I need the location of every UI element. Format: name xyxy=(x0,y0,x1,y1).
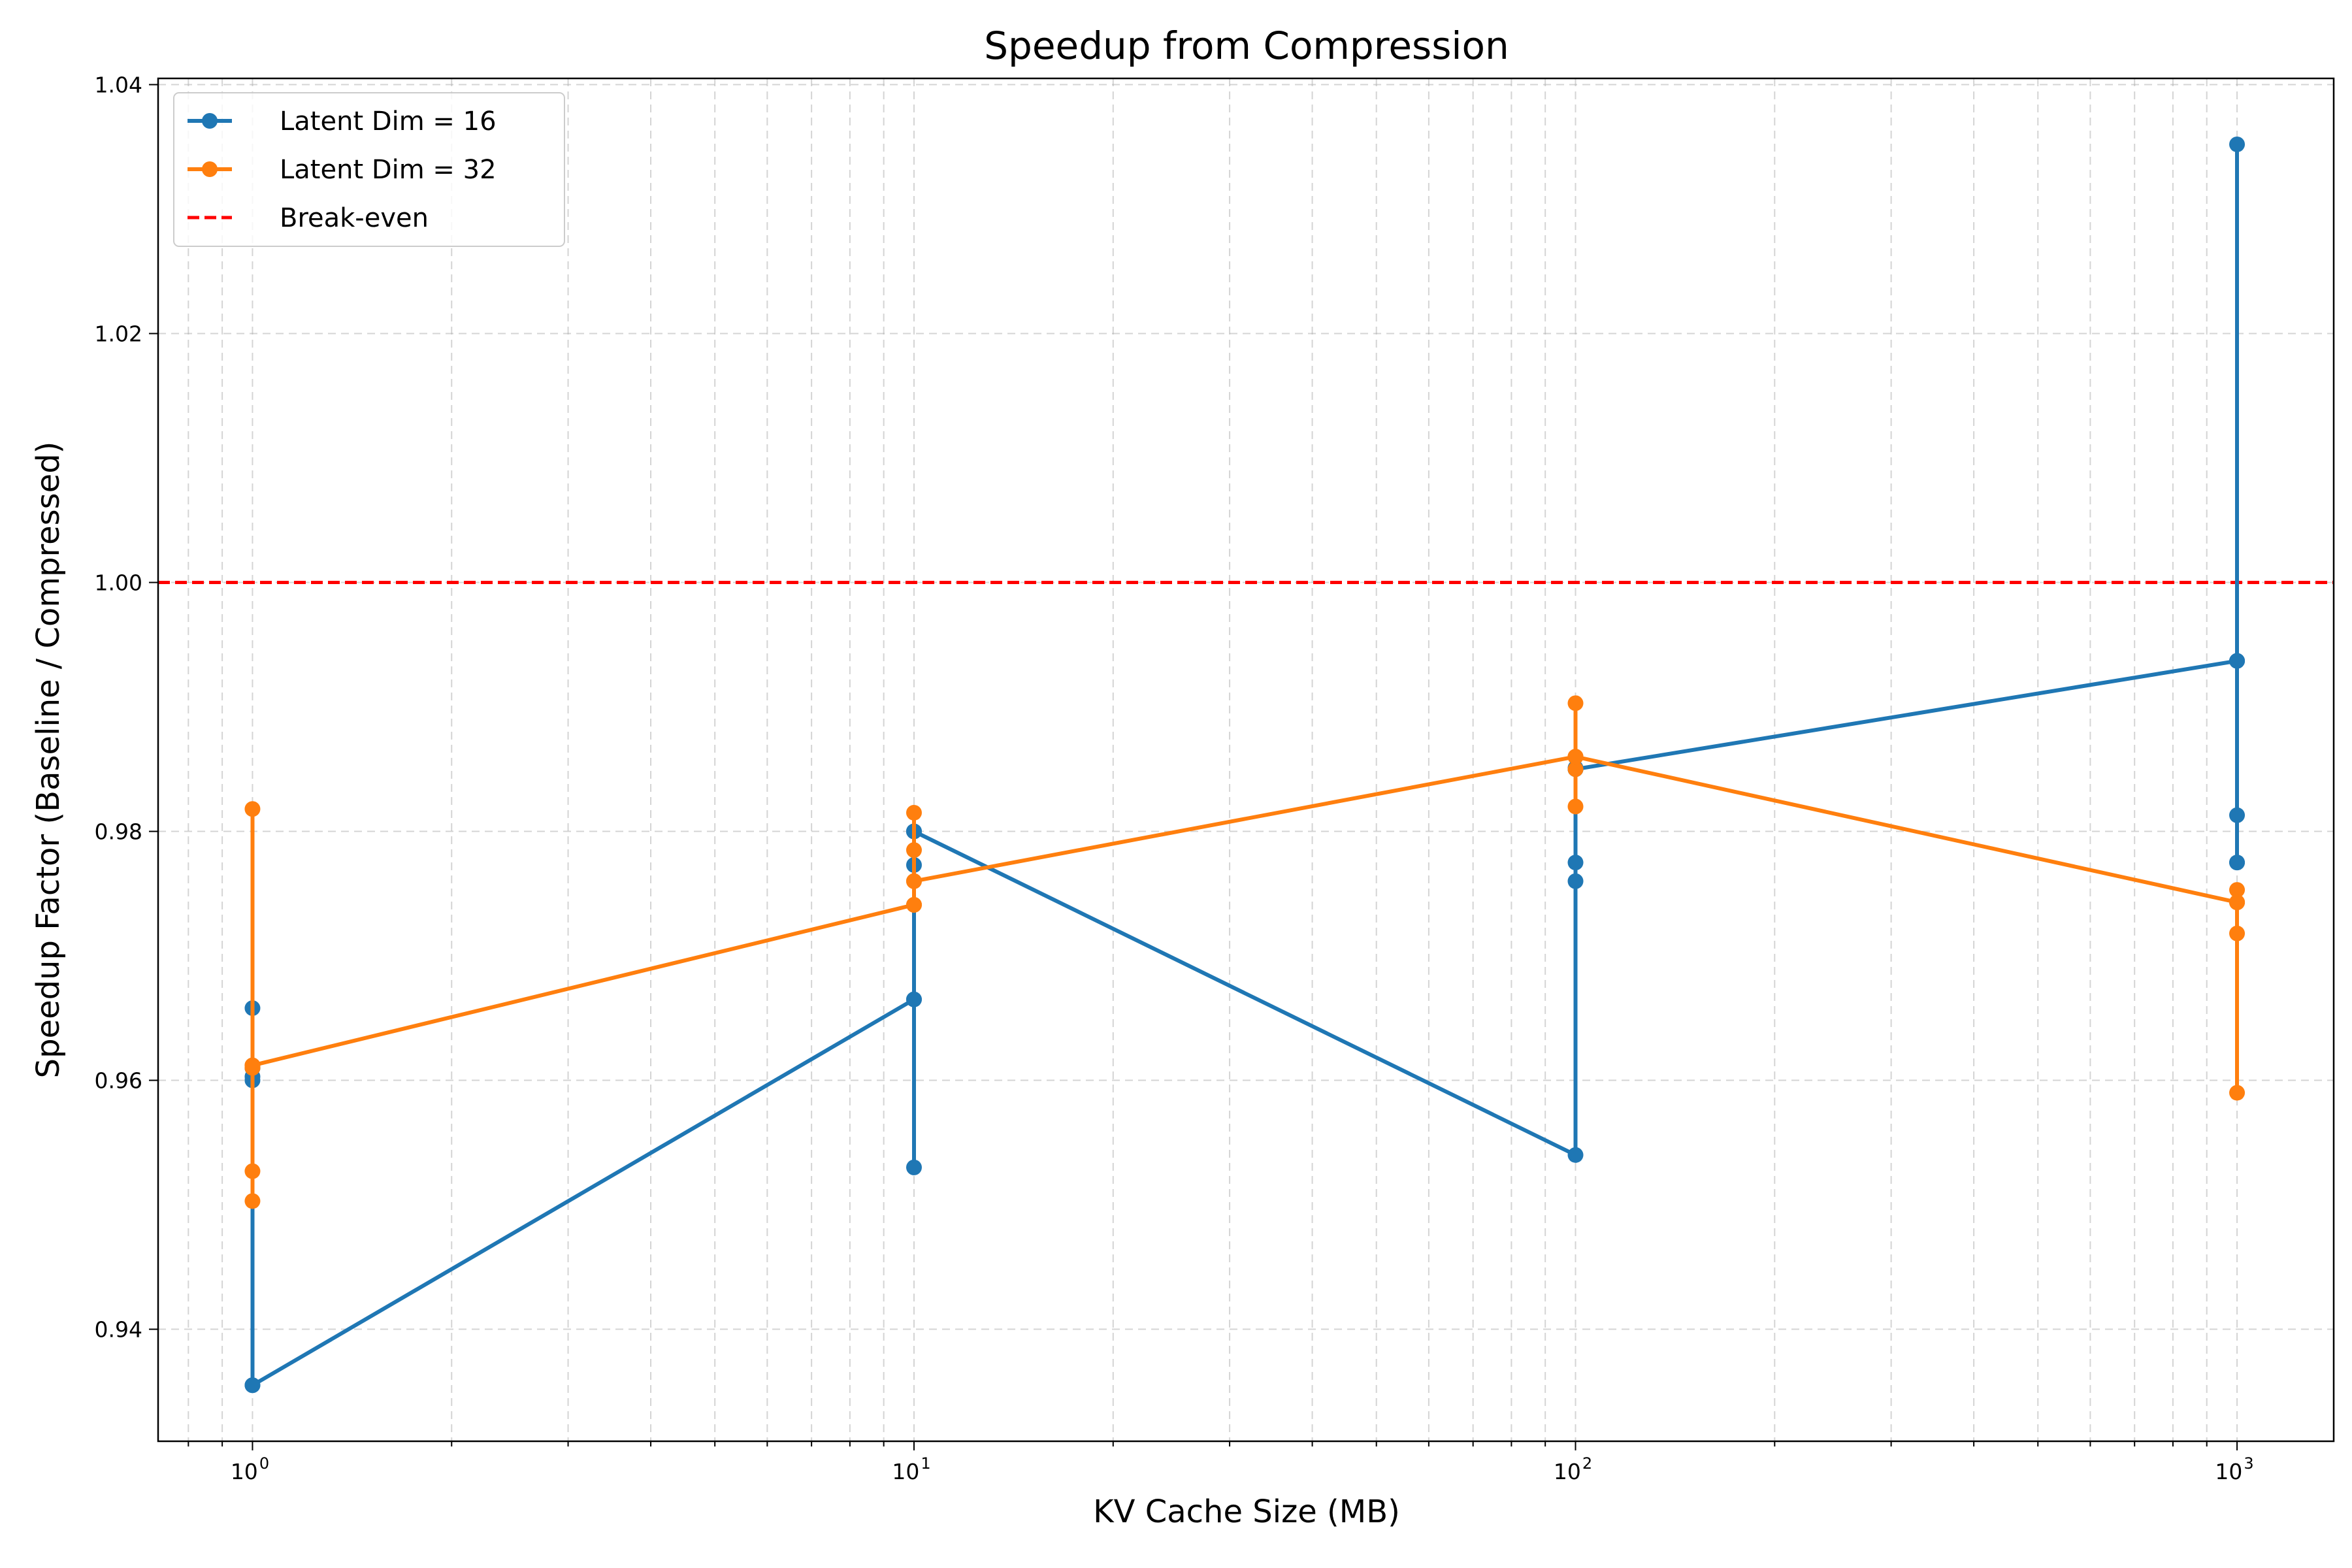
chart-title: Speedup from Compression xyxy=(984,24,1509,68)
data-point xyxy=(244,1057,261,1073)
data-point xyxy=(906,896,922,913)
data-point xyxy=(1567,695,1584,711)
y-axis-title: Speedup Factor (Baseline / Compressed) xyxy=(30,442,67,1079)
data-point xyxy=(244,1163,261,1179)
plot-frame xyxy=(157,77,2335,1443)
legend-box xyxy=(173,92,565,247)
y-tick-label: 0.94 xyxy=(95,1317,142,1343)
y-tick-label: 1.04 xyxy=(95,73,142,98)
series-latent-dim-32 xyxy=(244,695,2246,1209)
data-point xyxy=(2229,894,2246,911)
data-point xyxy=(2229,807,2246,823)
data-point xyxy=(2229,653,2246,669)
data-point xyxy=(2229,882,2246,898)
x-tick-label: 101 xyxy=(892,1454,930,1484)
y-tick-label: 1.00 xyxy=(95,570,142,596)
series-layer xyxy=(244,136,2246,1394)
legend-label-dim32: Latent Dim = 32 xyxy=(280,155,497,185)
axis-ticks: 0.94 0.96 0.98 1.00 1.02 1.04 100 101 102 103 xyxy=(95,73,2254,1484)
data-point xyxy=(244,801,261,817)
data-point xyxy=(2229,1085,2246,1101)
data-point xyxy=(244,1377,261,1394)
y-tick-label: 0.96 xyxy=(95,1068,142,1094)
legend-label-dim16: Latent Dim = 16 xyxy=(280,106,497,137)
legend-label-break-even: Break-even xyxy=(280,203,429,233)
data-point xyxy=(906,991,922,1007)
x-tick-label: 102 xyxy=(1554,1454,1592,1484)
data-point xyxy=(2229,855,2246,871)
data-point xyxy=(1567,873,1584,889)
x-axis-title: KV Cache Size (MB) xyxy=(1093,1494,1400,1530)
data-point xyxy=(1567,749,1584,765)
x-tick-label: 100 xyxy=(231,1454,269,1484)
data-point xyxy=(1567,761,1584,777)
data-point xyxy=(1567,1147,1584,1163)
data-point xyxy=(2229,136,2246,152)
data-point xyxy=(2229,925,2246,941)
data-point xyxy=(1567,798,1584,815)
legend-marker-dim32 xyxy=(202,161,218,177)
data-point xyxy=(906,873,922,889)
data-point xyxy=(244,1193,261,1209)
data-point xyxy=(906,804,922,821)
data-point xyxy=(906,842,922,858)
y-tick-label: 0.98 xyxy=(95,819,142,845)
data-point xyxy=(1567,855,1584,871)
legend: Latent Dim = 16 Latent Dim = 32 Break-ev… xyxy=(173,92,565,247)
y-tick-label: 1.02 xyxy=(95,321,142,347)
data-point xyxy=(906,1159,922,1175)
legend-marker-dim16 xyxy=(202,113,218,129)
x-tick-label: 103 xyxy=(2215,1454,2253,1484)
